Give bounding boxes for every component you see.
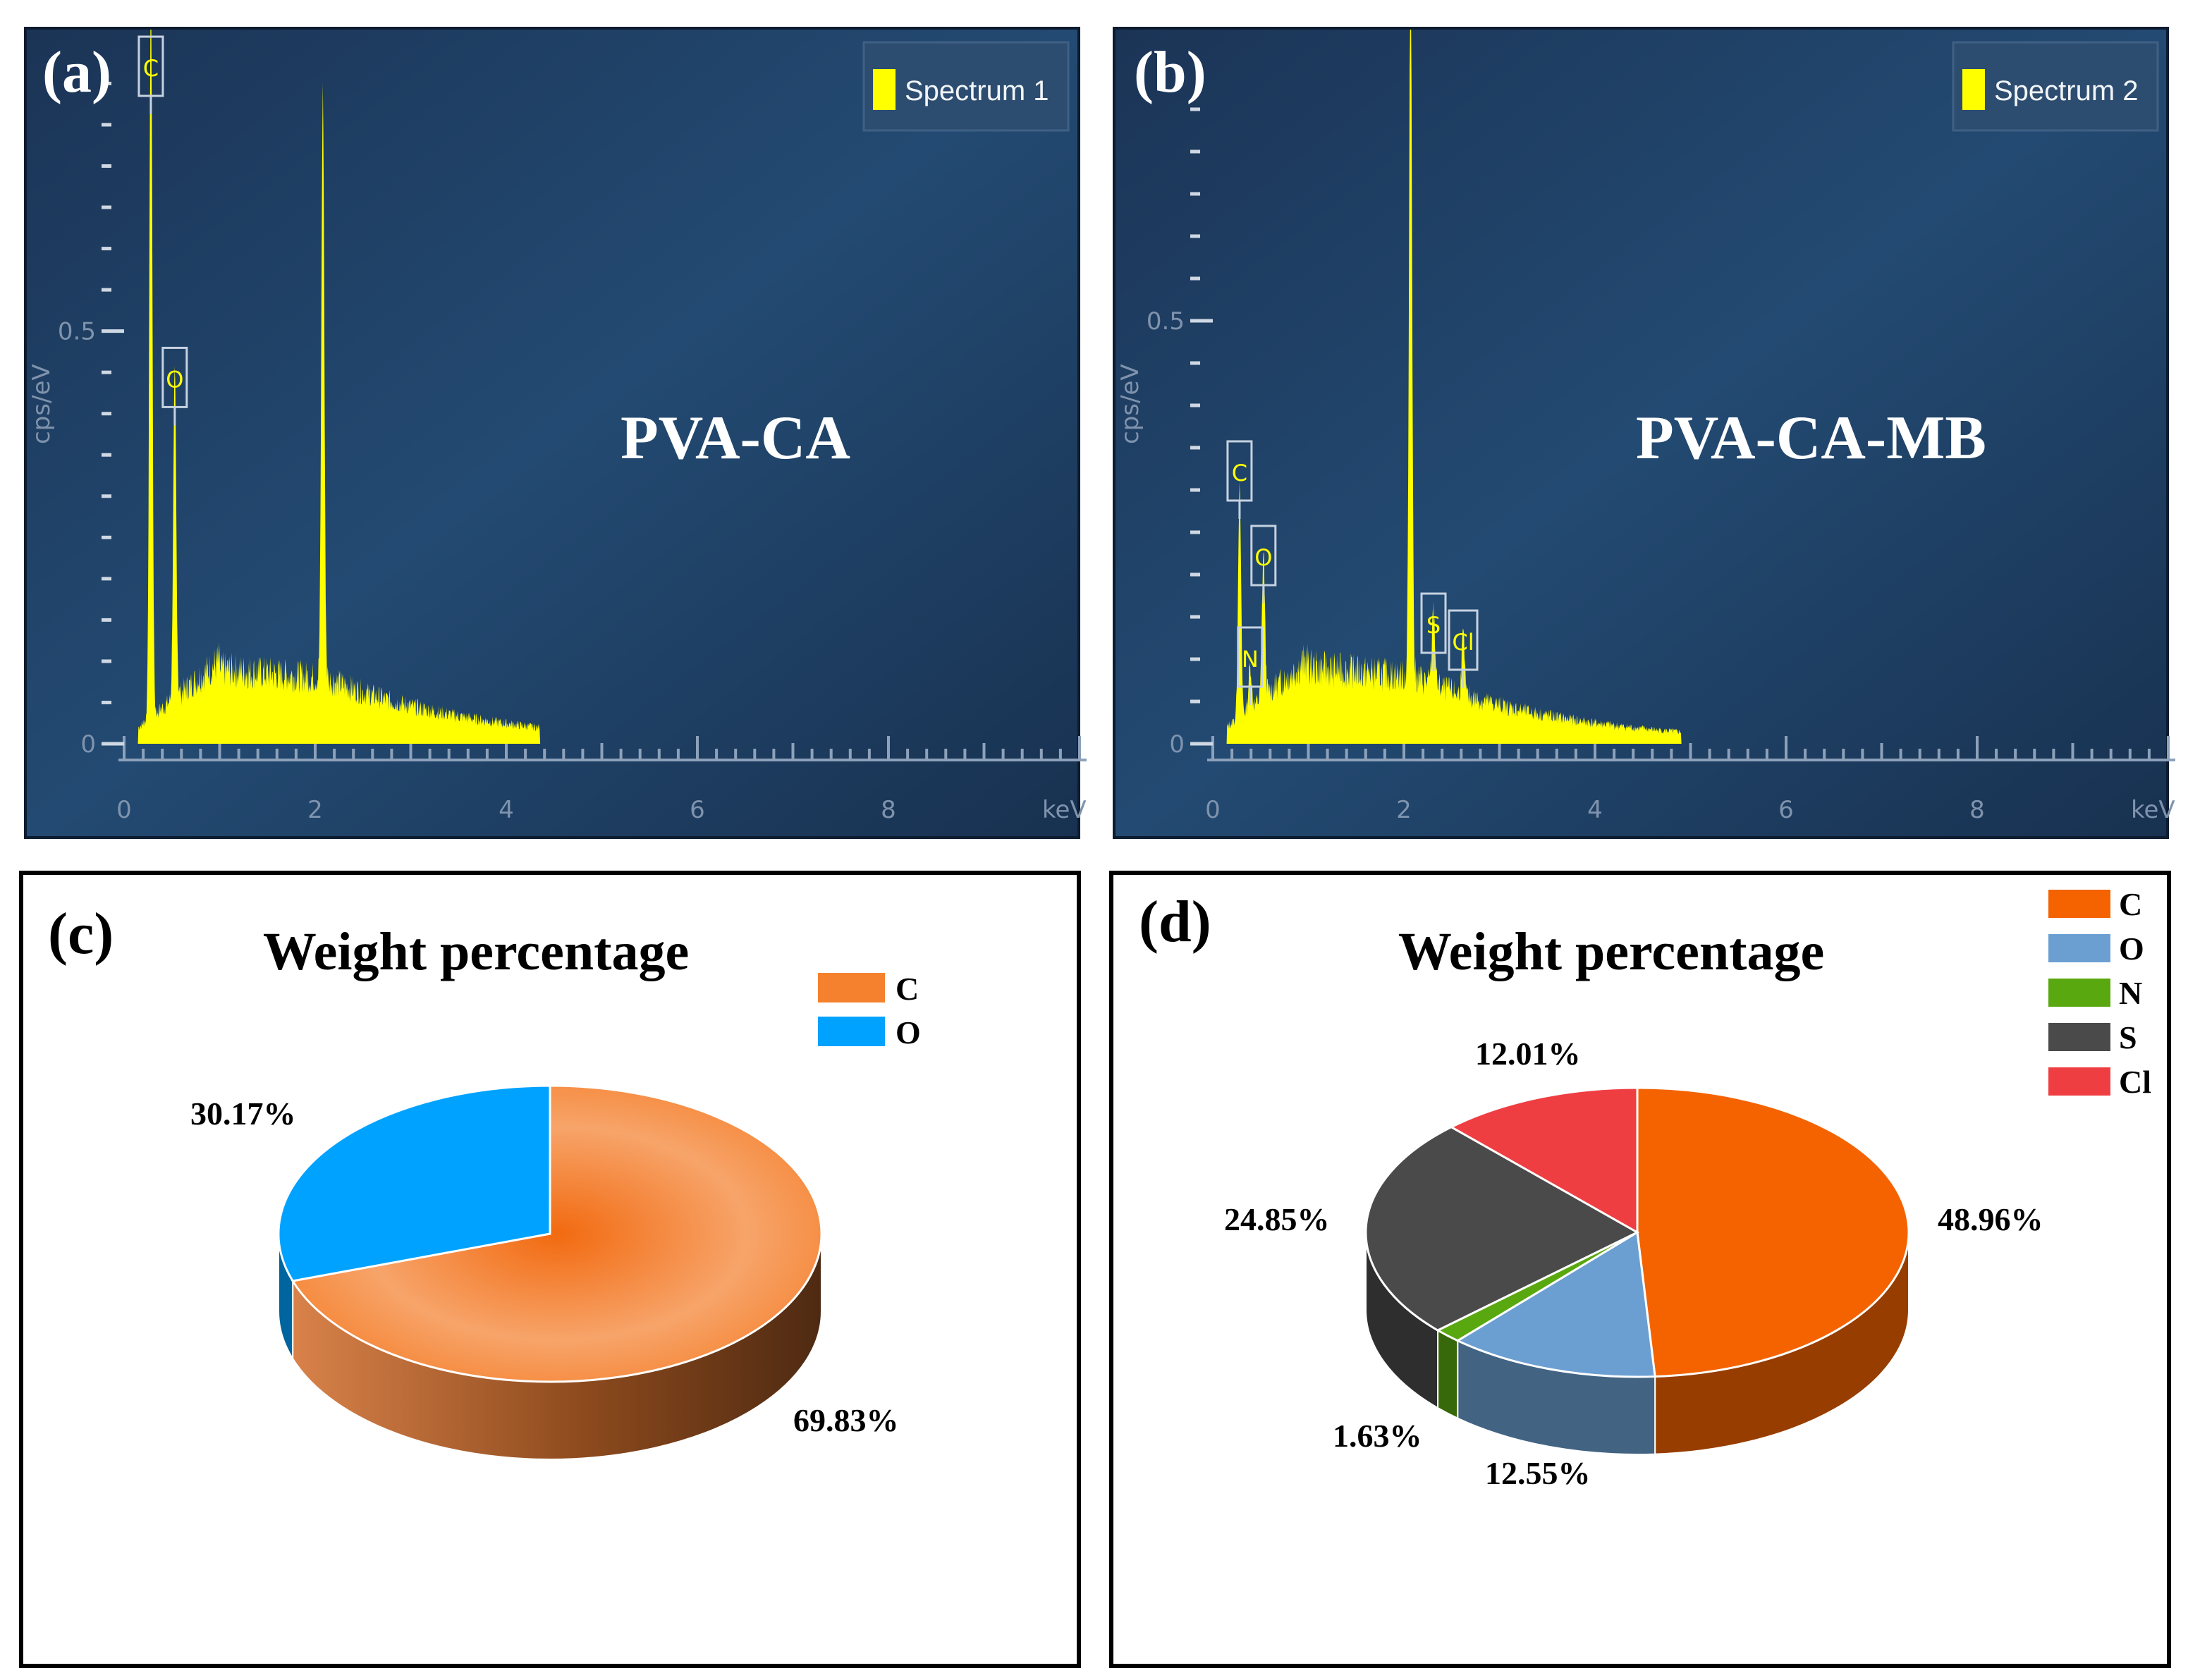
pie-title: Weight percentage <box>1398 922 1824 981</box>
x-tick-label: 0 <box>116 796 132 824</box>
svg-text:Cl: Cl <box>1452 629 1474 656</box>
pie-slice <box>277 1084 551 1282</box>
y-tick-label: 0.5 <box>58 318 96 346</box>
legend-swatch <box>873 69 896 110</box>
data-label: 24.85% <box>1224 1201 1330 1237</box>
svg-text:C: C <box>143 55 159 82</box>
legend-label: Cl <box>2119 1064 2151 1100</box>
data-label: 69.83% <box>793 1402 899 1438</box>
data-label: 12.55% <box>1485 1455 1591 1491</box>
svg-text:C: C <box>1232 460 1247 486</box>
legend: Spectrum 1 <box>862 41 1070 132</box>
sample-label: PVA-CA <box>621 404 850 472</box>
svg-text:S: S <box>1426 612 1441 639</box>
legend-label: S <box>2119 1019 2137 1055</box>
peak-label: N <box>1237 626 1264 705</box>
data-label: 12.01% <box>1475 1036 1581 1072</box>
legend: Spectrum 2 <box>1952 41 2159 132</box>
pie-slice <box>1636 1086 1910 1378</box>
legend-swatch-c <box>818 973 885 1003</box>
y-tick-label: 0 <box>1169 730 1185 759</box>
pie-title: Weight percentage <box>263 922 689 981</box>
legend-label: C <box>896 971 919 1007</box>
legend-swatch-o <box>2048 934 2110 962</box>
legend-swatch-s <box>2048 1023 2110 1051</box>
legend: C O <box>818 971 921 1050</box>
svg-text:N: N <box>1242 646 1259 673</box>
y-axis-label: cps/eV <box>1116 364 1144 444</box>
peak-label: C <box>1226 440 1253 519</box>
x-tick-label: 4 <box>499 796 514 824</box>
x-tick-label: 8 <box>1969 796 1985 824</box>
x-tick-label: 4 <box>1587 796 1603 824</box>
data-label: 48.96% <box>1938 1201 2043 1237</box>
sample-label: PVA-CA-MB <box>1636 404 1986 472</box>
panel-d-pie: (d) Weight percentage C O N S Cl 12.01% … <box>1109 871 2171 1668</box>
panel-label: (d) <box>1139 889 1211 955</box>
pie-slice <box>1364 1125 1640 1332</box>
peak-label: C <box>137 35 164 114</box>
panel-label: (a) <box>42 39 111 105</box>
peak-label: S <box>1420 592 1447 671</box>
x-tick-label: 6 <box>690 796 705 824</box>
pie-slice <box>1449 1086 1639 1234</box>
y-tick-label: 0 <box>80 730 96 759</box>
legend-label: Spectrum 1 <box>905 75 1049 106</box>
svg-text:O: O <box>1254 544 1272 571</box>
x-axis-label: keV <box>2131 796 2175 824</box>
panel-b-eds-spectrum: 0 2 4 6 8 0 0.5 (b) PVA-CA-MB Spectrum 2 cps/e… <box>1113 27 2175 839</box>
y-axis-label: cps/eV <box>27 364 56 444</box>
x-tick-label: 8 <box>881 796 896 824</box>
panel-c-pie: (c) Weight percentage C O 30.17% 69.83% <box>19 871 1081 1668</box>
svg-text:O: O <box>166 366 183 393</box>
legend-swatch-n <box>2048 979 2110 1007</box>
pie-slice <box>1455 1230 1656 1378</box>
pie-slice <box>291 1084 823 1383</box>
legend-label: Spectrum 2 <box>1994 75 2139 106</box>
legend-label: C <box>2119 886 2142 922</box>
x-tick-label: 6 <box>1778 796 1794 824</box>
x-axis-label: keV <box>1042 796 1087 824</box>
panel-a-eds-spectrum: 0 2 4 6 8 0 0.5 (a) PVA-CA Spectrum 1 cps/eV k… <box>24 27 1087 839</box>
legend-label: O <box>896 1014 921 1050</box>
legend-label: O <box>2119 931 2144 967</box>
legend-swatch <box>1962 69 1985 110</box>
pie-slice-side <box>1437 1329 1459 1420</box>
legend-swatch-o <box>818 1017 885 1046</box>
x-tick-label: 0 <box>1205 796 1221 824</box>
x-tick-label: 2 <box>307 796 323 824</box>
panel-label: (b) <box>1134 39 1206 105</box>
x-tick-label: 2 <box>1396 796 1412 824</box>
peak-label: O <box>161 346 188 426</box>
data-label: 30.17% <box>190 1096 296 1132</box>
spectrum-trace <box>135 30 545 744</box>
peak-label: Cl <box>1448 609 1479 688</box>
legend-swatch-c <box>2048 890 2110 918</box>
y-tick-label: 0.5 <box>1147 307 1185 336</box>
legend-label: N <box>2119 975 2142 1011</box>
peak-label: O <box>1250 525 1277 603</box>
legend-swatch-cl <box>2048 1067 2110 1096</box>
panel-label: (c) <box>48 901 114 967</box>
legend: C O N S Cl <box>2048 886 2151 1100</box>
data-label: 1.63% <box>1333 1418 1422 1454</box>
